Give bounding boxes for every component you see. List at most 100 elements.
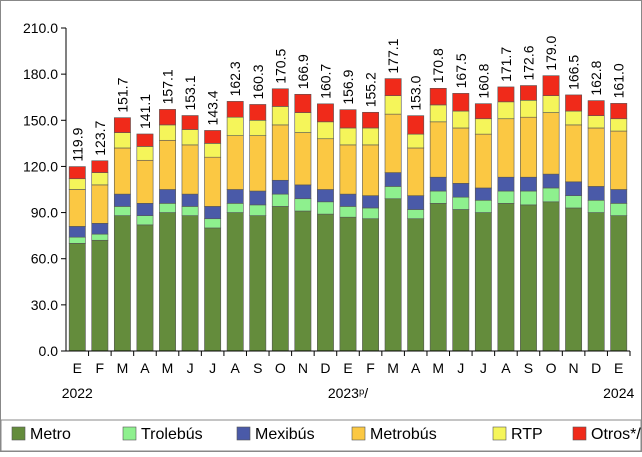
y-tick-label: 30.0 [31, 297, 58, 313]
total-label: 153.1 [182, 75, 198, 110]
bar-segment [136, 203, 154, 216]
bar-segment [159, 189, 176, 204]
bar-segment [429, 87, 447, 106]
bar-segment [271, 106, 289, 126]
total-label: 143.4 [205, 90, 221, 125]
bar-segment [542, 187, 560, 203]
bar-segment [91, 233, 109, 241]
bar-segment [587, 186, 605, 201]
bar-segment [587, 100, 605, 116]
x-tick-label: J [457, 360, 464, 376]
bar-segment [181, 144, 199, 195]
bar-segment [271, 193, 289, 207]
bar-segment [407, 209, 425, 220]
bar-segment [271, 179, 289, 195]
bar-segment [294, 93, 312, 113]
y-tick-label: 120.0 [23, 158, 58, 174]
bar-segment [159, 109, 176, 126]
y-tick-label: 180.0 [23, 66, 58, 82]
bar-segment [429, 104, 447, 123]
total-label: 170.5 [272, 49, 288, 84]
x-tick-label: E [343, 360, 352, 376]
bar-segment [181, 193, 199, 207]
bar-segment [610, 130, 628, 190]
bar-segment [520, 116, 537, 178]
bar-segment [610, 103, 628, 120]
bar-segment [452, 209, 470, 352]
bar-segment [610, 203, 628, 216]
bar-segment [362, 207, 379, 220]
bar-segment [181, 206, 199, 216]
bar-segment [249, 204, 267, 216]
x-tick-label: M [117, 360, 129, 376]
bar-segment [565, 195, 583, 209]
bar-segment [362, 111, 379, 129]
total-label: 170.8 [430, 48, 446, 83]
legend-label: RTP [511, 426, 543, 443]
bar-segment [429, 121, 447, 178]
bar-segment [317, 189, 334, 203]
x-tick-label: J [480, 360, 487, 376]
total-label: 167.5 [453, 53, 469, 88]
bar-segment [565, 110, 583, 126]
bar-segment [384, 95, 402, 115]
bar-segment [497, 190, 515, 204]
legend-label: Mexibús [255, 426, 315, 443]
year-label: 2023ᵖ/ [328, 385, 368, 401]
x-tick-label: M [162, 360, 174, 376]
bar-segment [520, 99, 537, 118]
x-tick-label: E [614, 360, 623, 376]
bar-segment [68, 166, 86, 180]
bar-segment [271, 88, 289, 107]
bar-segment [384, 113, 402, 173]
bar-segment [542, 112, 560, 175]
x-tick-label: N [569, 360, 579, 376]
bar-segment [91, 239, 109, 352]
x-tick-label: M [432, 360, 444, 376]
x-tick-label: A [231, 360, 241, 376]
bar-segment [91, 172, 109, 186]
bar-segment [294, 184, 312, 200]
bar-segment [429, 176, 447, 192]
legend-swatch [492, 426, 507, 441]
bar-segment [91, 223, 109, 235]
bar-segment [226, 135, 244, 190]
bar-segment [407, 115, 425, 135]
total-label: 157.1 [160, 69, 176, 104]
x-tick-label: A [140, 360, 150, 376]
bar-segment [542, 75, 560, 96]
bar-segment [497, 118, 515, 178]
bar-segment [384, 186, 402, 200]
x-tick-label: E [73, 360, 82, 376]
bar-segment [294, 132, 312, 186]
bar-segment [181, 115, 199, 130]
y-tick-label: 60.0 [31, 251, 58, 267]
bar-segment [226, 116, 244, 136]
total-label: 162.3 [227, 61, 243, 96]
total-label: 166.5 [566, 55, 582, 90]
bar-segment [294, 198, 312, 212]
total-label: 156.9 [340, 69, 356, 104]
bar-segment [407, 218, 425, 352]
bar-segment [587, 127, 605, 187]
bar-segment [384, 172, 402, 187]
bar-segment [271, 206, 289, 352]
bar-segment [159, 203, 176, 213]
bar-segment [497, 86, 515, 103]
x-tick-label: O [546, 360, 557, 376]
year-label: 2022 [62, 385, 93, 401]
bar-segment [565, 207, 583, 352]
total-label: 160.7 [317, 64, 333, 99]
bar-segment [407, 195, 425, 210]
total-label: 160.8 [475, 63, 491, 98]
bar-segment [497, 176, 515, 192]
bar-segment [587, 115, 605, 129]
bar-segment [474, 187, 492, 201]
legend-label: Otros*/ [591, 426, 641, 443]
bar-segment [362, 127, 379, 146]
bar-segment [317, 103, 334, 123]
bar-segment [317, 121, 334, 140]
bar-segment [565, 124, 583, 183]
total-label: 123.7 [92, 120, 108, 155]
